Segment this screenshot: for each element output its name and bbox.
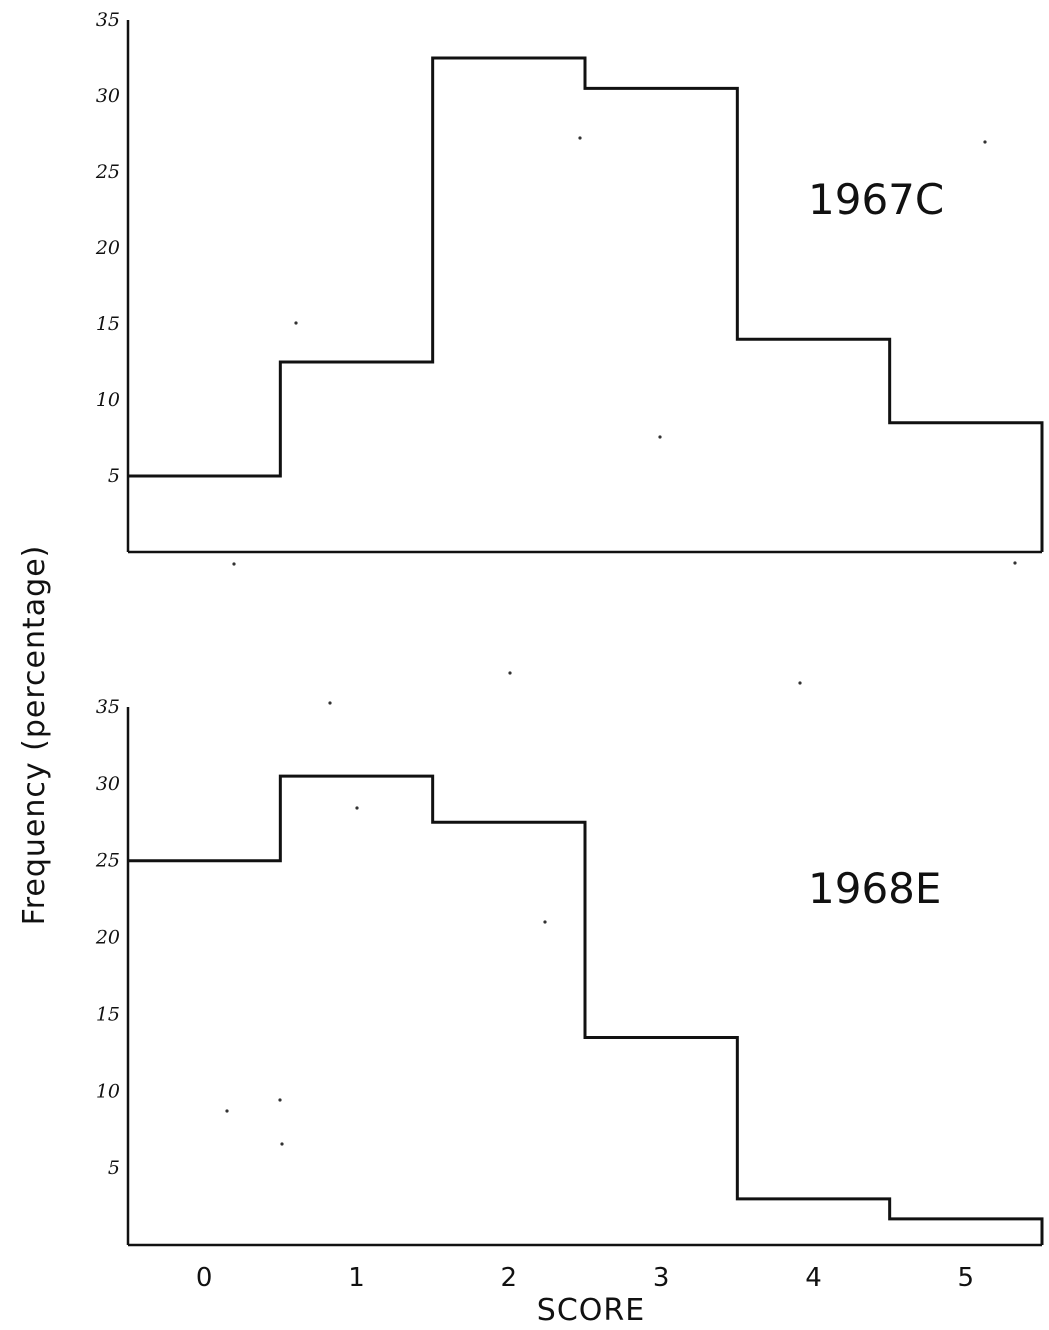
histogram-bin <box>737 1199 889 1245</box>
histogram-bin <box>890 423 1042 552</box>
scan-speck <box>355 806 359 810</box>
y-tick-label: 15 <box>96 313 120 335</box>
y-tick-label: 25 <box>95 161 120 183</box>
scan-speck <box>578 136 582 140</box>
y-tick-label: 15 <box>96 1003 120 1025</box>
histogram-bin <box>737 339 889 552</box>
y-tick-label: 35 <box>96 696 120 718</box>
x-tick-label: 2 <box>501 1263 518 1293</box>
scan-speck <box>1013 561 1017 565</box>
y-tick-label: 20 <box>95 927 120 949</box>
histogram-outline <box>128 774 1044 1245</box>
panel-title-1967c: 1967C <box>808 175 944 224</box>
x-tick-label: 3 <box>653 1263 670 1293</box>
histogram-bin <box>280 362 432 552</box>
histogram-bin <box>433 822 585 1245</box>
scan-speck <box>280 1142 284 1146</box>
x-tick-label: 0 <box>196 1263 213 1293</box>
y-tick-label: 20 <box>95 237 120 259</box>
scan-speck <box>658 435 662 439</box>
x-tick-label: 1 <box>348 1263 365 1293</box>
y-tick-label: 10 <box>96 1080 120 1102</box>
scan-speck <box>798 681 802 685</box>
panel-1967c: 1967C 5 10 15 20 25 30 35 <box>95 9 1044 554</box>
scan-speck <box>983 140 987 144</box>
x-tick-label: 5 <box>958 1263 975 1293</box>
panel-1968e: 1968E 5 10 15 20 25 30 35 0 1 2 3 4 5 <box>95 696 1044 1293</box>
y-tick-label: 5 <box>108 465 120 487</box>
scan-speck <box>508 671 512 675</box>
scan-speck <box>278 1098 282 1102</box>
histogram-bin <box>280 776 432 1245</box>
histogram-bin <box>585 1037 737 1245</box>
y-tick-label: 5 <box>108 1157 120 1179</box>
scan-speck <box>232 562 236 566</box>
scan-speck <box>225 1109 229 1113</box>
y-tick-label: 30 <box>96 773 120 795</box>
histogram-bin <box>433 58 585 552</box>
y-axis-title: Frequency (percentage) <box>17 545 52 926</box>
histogram-outline <box>128 56 1044 552</box>
x-axis-title: SCORE <box>537 1293 645 1328</box>
y-tick-label: 10 <box>96 389 120 411</box>
scan-speck <box>328 701 332 705</box>
x-tick-label: 4 <box>805 1263 822 1293</box>
histogram-bin <box>128 861 280 1245</box>
histogram-bin <box>128 476 280 552</box>
scan-speck <box>543 920 547 924</box>
panel-title-1968e: 1968E <box>808 864 941 913</box>
y-tick-label: 35 <box>96 9 120 31</box>
histogram-bin <box>585 88 737 552</box>
y-tick-label: 30 <box>96 85 120 107</box>
y-tick-label: 25 <box>95 850 120 872</box>
scan-speck <box>294 321 298 325</box>
histogram-bin <box>890 1219 1042 1245</box>
